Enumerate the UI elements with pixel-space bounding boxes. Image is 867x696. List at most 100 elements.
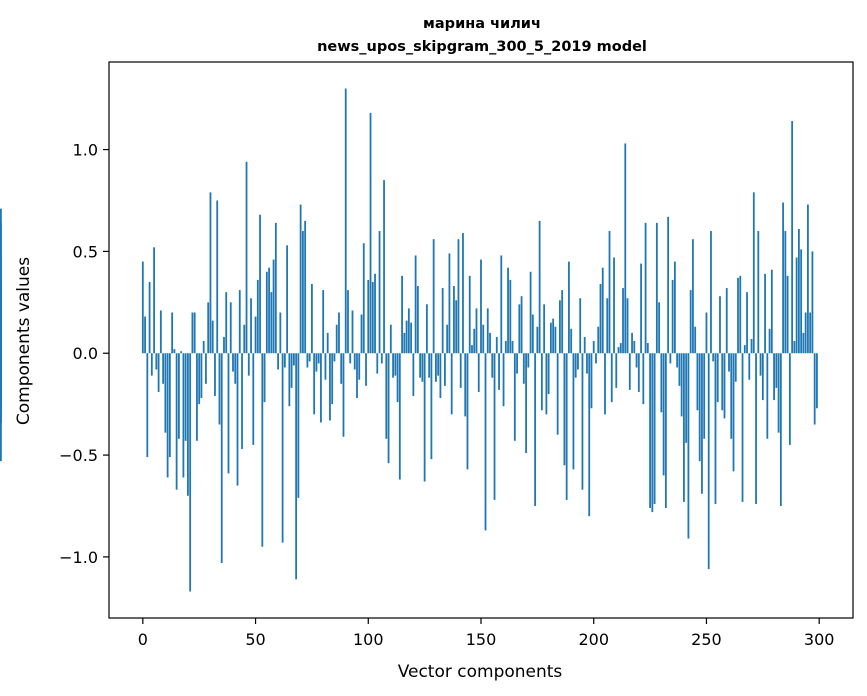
bar <box>383 180 385 354</box>
bar <box>243 324 246 354</box>
bar <box>430 353 433 460</box>
bar <box>166 353 169 478</box>
bar <box>444 353 446 386</box>
bar <box>543 304 546 354</box>
bar <box>333 353 336 362</box>
bar <box>782 202 785 354</box>
bar <box>527 353 530 368</box>
bar <box>502 353 505 407</box>
bar <box>385 353 388 439</box>
bar <box>642 353 645 405</box>
bar <box>205 353 207 384</box>
bar <box>202 341 205 354</box>
bar <box>649 353 651 509</box>
bar <box>770 269 773 354</box>
bar <box>568 261 570 354</box>
y-axis-label: Components values <box>14 257 34 425</box>
bar <box>777 353 780 433</box>
bar <box>701 353 703 494</box>
bar <box>175 353 178 490</box>
bar <box>322 290 325 354</box>
bar <box>680 353 683 417</box>
bar <box>626 298 629 354</box>
bar <box>306 353 309 368</box>
bar <box>619 343 622 354</box>
y-tick-label: −0.5 <box>59 446 98 465</box>
bar <box>150 353 153 376</box>
bar <box>608 231 611 354</box>
bar <box>232 353 234 372</box>
bar <box>694 326 697 354</box>
bar <box>583 336 586 354</box>
bar <box>482 324 485 354</box>
bar <box>311 283 313 354</box>
bar <box>225 292 228 354</box>
y-tick-label: 0.0 <box>73 344 98 363</box>
bar <box>281 353 284 543</box>
bar <box>0 353 2 423</box>
bar <box>475 308 478 354</box>
bar <box>191 312 194 354</box>
bar <box>288 353 291 407</box>
bar <box>263 353 266 403</box>
x-tick-label: 100 <box>353 630 384 649</box>
bar <box>581 353 584 490</box>
bar <box>356 353 358 399</box>
bar <box>473 328 476 354</box>
bar <box>227 353 230 474</box>
bar <box>590 353 593 409</box>
bar <box>407 308 410 354</box>
bar <box>565 353 568 500</box>
bar <box>716 353 719 403</box>
bar <box>504 341 507 354</box>
chart-subtitle: news_upos_skipgram_300_5_2019 model <box>317 39 647 55</box>
bar <box>193 312 196 354</box>
bar <box>696 353 699 411</box>
x-tick-label: 200 <box>578 630 609 649</box>
bar <box>730 353 733 439</box>
bar <box>173 349 176 354</box>
bar <box>295 353 298 580</box>
bar <box>374 273 376 354</box>
bar <box>435 353 437 382</box>
bar <box>635 353 638 368</box>
bar <box>441 288 444 354</box>
bar <box>676 353 679 368</box>
chart-title: марина чилич <box>423 16 541 32</box>
bar <box>459 353 462 388</box>
bar <box>270 292 273 354</box>
bar <box>768 328 771 354</box>
bar <box>394 353 397 376</box>
bar <box>779 353 782 506</box>
bar <box>807 204 809 354</box>
bar <box>486 308 489 354</box>
bar <box>209 192 212 354</box>
bar <box>746 292 748 354</box>
bar <box>577 353 579 370</box>
bar <box>268 267 270 354</box>
bar <box>531 314 534 354</box>
bar <box>719 296 721 354</box>
bar <box>480 259 482 354</box>
bar <box>297 353 300 498</box>
bar <box>529 271 532 354</box>
bar <box>272 259 275 354</box>
bar <box>477 353 480 392</box>
bar <box>347 290 349 354</box>
bar <box>349 353 352 364</box>
bar <box>159 310 162 354</box>
bar <box>597 326 600 354</box>
bar <box>766 353 769 439</box>
bar <box>667 216 670 354</box>
bar <box>617 347 620 354</box>
bar <box>358 353 361 380</box>
bar <box>0 288 2 354</box>
bar <box>775 353 778 388</box>
bar <box>689 290 692 354</box>
bar <box>376 353 379 374</box>
y-tick-label: 0.5 <box>73 242 98 261</box>
x-tick-label: 150 <box>466 630 497 649</box>
bar <box>705 312 708 354</box>
bar <box>723 353 726 419</box>
bar <box>315 353 318 372</box>
